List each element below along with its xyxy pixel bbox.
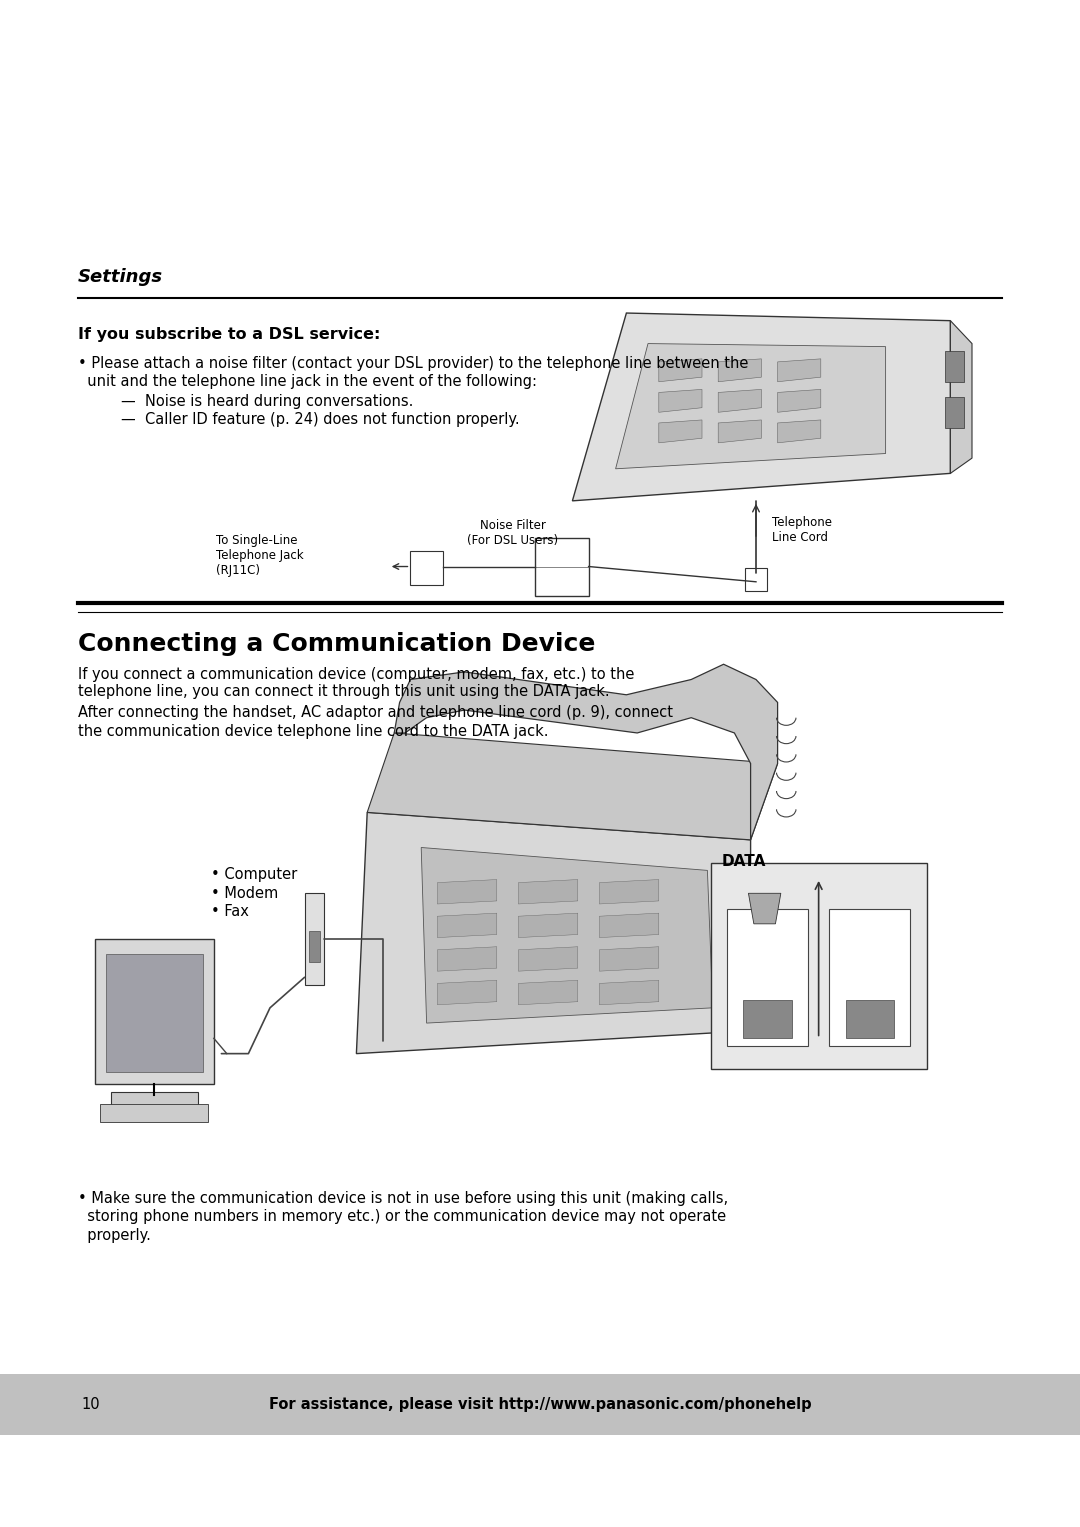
Text: Telephone
Line Cord: Telephone Line Cord <box>772 516 833 544</box>
Polygon shape <box>748 893 781 924</box>
Text: —  Noise is heard during conversations.: — Noise is heard during conversations. <box>121 394 414 409</box>
Text: After connecting the handset, AC adaptor and telephone line cord (p. 9), connect: After connecting the handset, AC adaptor… <box>78 705 673 721</box>
Bar <box>711 863 927 1069</box>
Text: • Modem: • Modem <box>211 886 278 901</box>
Text: telephone line, you can connect it through this unit using the DATA jack.: telephone line, you can connect it throu… <box>78 684 609 699</box>
Polygon shape <box>599 980 659 1005</box>
Polygon shape <box>718 420 761 443</box>
Text: Settings: Settings <box>78 267 163 286</box>
Polygon shape <box>599 913 659 938</box>
Polygon shape <box>616 344 886 469</box>
Polygon shape <box>518 947 578 971</box>
Bar <box>305 893 324 985</box>
Bar <box>111 1092 198 1110</box>
Text: If you subscribe to a DSL service:: If you subscribe to a DSL service: <box>78 327 380 342</box>
Text: If you connect a communication device (computer, modem, fax, etc.) to the: If you connect a communication device (c… <box>78 667 634 683</box>
Polygon shape <box>367 733 778 840</box>
Polygon shape <box>437 913 497 938</box>
Text: Noise Filter
(For DSL Users): Noise Filter (For DSL Users) <box>468 519 558 547</box>
Bar <box>846 1000 894 1038</box>
Polygon shape <box>437 880 497 904</box>
Bar <box>535 538 589 596</box>
Text: —  Caller ID feature (p. 24) does not function properly.: — Caller ID feature (p. 24) does not fun… <box>121 412 519 428</box>
Polygon shape <box>518 913 578 938</box>
Polygon shape <box>518 980 578 1005</box>
Text: Connecting a Communication Device: Connecting a Communication Device <box>78 632 595 657</box>
Polygon shape <box>394 664 778 840</box>
Bar <box>727 909 808 1046</box>
Bar <box>0 1374 1080 1435</box>
Polygon shape <box>718 389 761 412</box>
Polygon shape <box>659 359 702 382</box>
Text: properly.: properly. <box>78 1228 150 1243</box>
Text: To Single-Line
Telephone Jack
(RJ11C): To Single-Line Telephone Jack (RJ11C) <box>216 534 303 577</box>
Polygon shape <box>518 880 578 904</box>
Text: storing phone numbers in memory etc.) or the communication device may not operat: storing phone numbers in memory etc.) or… <box>78 1209 726 1225</box>
Polygon shape <box>421 847 713 1023</box>
Bar <box>410 551 443 585</box>
Text: • Computer: • Computer <box>211 867 297 883</box>
Bar <box>945 351 964 382</box>
Text: • Fax: • Fax <box>211 904 248 919</box>
Bar <box>745 568 767 591</box>
Text: the communication device telephone line cord to the DATA jack.: the communication device telephone line … <box>78 724 549 739</box>
Bar <box>945 397 964 428</box>
Polygon shape <box>950 321 972 473</box>
Polygon shape <box>659 389 702 412</box>
Polygon shape <box>778 420 821 443</box>
Polygon shape <box>659 420 702 443</box>
Text: 10: 10 <box>81 1397 99 1412</box>
Polygon shape <box>778 389 821 412</box>
Bar <box>829 909 910 1046</box>
Bar <box>743 1000 792 1038</box>
Polygon shape <box>437 947 497 971</box>
Bar <box>106 954 203 1072</box>
Polygon shape <box>356 812 751 1054</box>
Text: unit and the telephone line jack in the event of the following:: unit and the telephone line jack in the … <box>78 374 537 389</box>
Bar <box>100 1104 208 1122</box>
Bar <box>309 931 320 962</box>
Polygon shape <box>778 359 821 382</box>
Polygon shape <box>599 947 659 971</box>
Text: For assistance, please visit http://www.panasonic.com/phonehelp: For assistance, please visit http://www.… <box>269 1397 811 1412</box>
Text: • Make sure the communication device is not in use before using this unit (makin: • Make sure the communication device is … <box>78 1191 728 1206</box>
Polygon shape <box>437 980 497 1005</box>
Text: DATA: DATA <box>721 854 766 869</box>
Polygon shape <box>718 359 761 382</box>
Text: • Please attach a noise filter (contact your DSL provider) to the telephone line: • Please attach a noise filter (contact … <box>78 356 748 371</box>
Polygon shape <box>599 880 659 904</box>
Polygon shape <box>572 313 950 501</box>
Bar <box>95 939 214 1084</box>
